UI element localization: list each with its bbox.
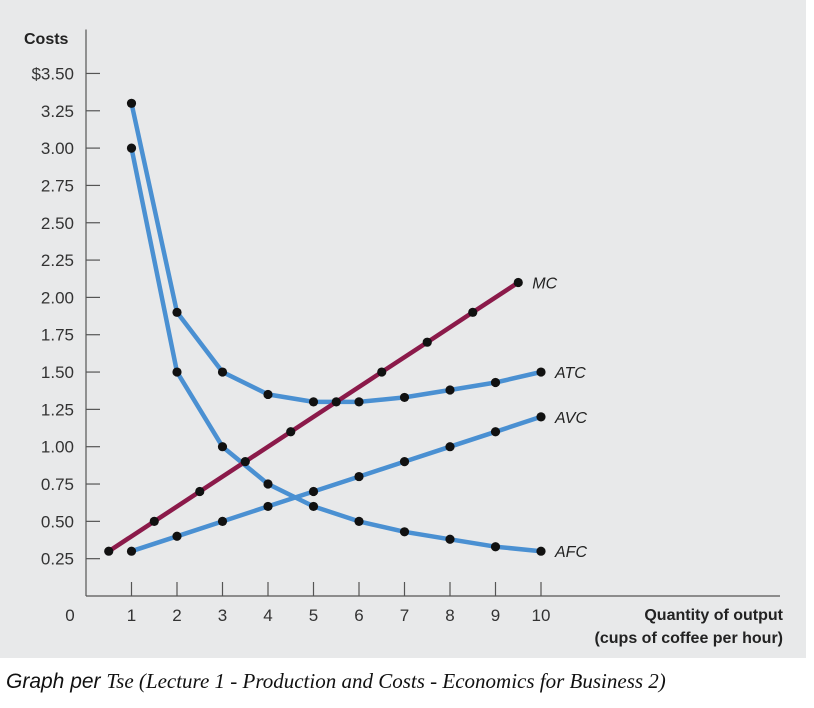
avc-point bbox=[490, 427, 501, 437]
y-tick-label: 2.25 bbox=[41, 251, 74, 270]
afc-point bbox=[172, 367, 182, 377]
avc-point bbox=[263, 501, 273, 512]
atc-point bbox=[536, 367, 546, 377]
atc-point bbox=[399, 392, 410, 403]
avc-point bbox=[308, 486, 319, 497]
mc-point bbox=[468, 307, 478, 317]
mc-point bbox=[104, 546, 114, 556]
y-tick-label: 1.25 bbox=[41, 400, 74, 419]
avc-point bbox=[126, 546, 137, 556]
afc-point bbox=[263, 479, 273, 489]
afc-line bbox=[129, 145, 544, 554]
x-axis-title: Quantity of output bbox=[644, 607, 783, 624]
mc-curve-label: MC bbox=[532, 275, 557, 292]
atc-point bbox=[308, 397, 319, 407]
mc-point bbox=[195, 486, 205, 497]
avc-point bbox=[172, 531, 182, 541]
atc-point bbox=[126, 98, 137, 108]
x-tick-label: 5 bbox=[309, 606, 318, 625]
mc-point bbox=[422, 337, 432, 347]
x-tick-label: 1 bbox=[127, 606, 136, 625]
mc-point bbox=[240, 457, 250, 467]
caption-lead: Graph per bbox=[6, 670, 101, 693]
afc-point bbox=[445, 534, 455, 544]
x-tick-label: 7 bbox=[400, 606, 409, 625]
avc-point bbox=[536, 412, 546, 422]
y-tick-label: 2.00 bbox=[41, 288, 74, 307]
atc-curve-label: ATC bbox=[554, 365, 586, 382]
y-axis-title: Costs bbox=[24, 31, 69, 48]
atc-point bbox=[217, 367, 228, 377]
afc-point bbox=[217, 442, 228, 452]
y-tick-label: 0.50 bbox=[41, 512, 74, 531]
x-tick-label: 8 bbox=[445, 606, 454, 625]
x-tick-label: 2 bbox=[172, 606, 181, 625]
avc-curve-label: AVC bbox=[554, 410, 587, 427]
mc-point bbox=[149, 516, 159, 526]
y-tick-label: 3.25 bbox=[41, 102, 74, 121]
afc-point bbox=[490, 542, 501, 552]
afc-point bbox=[126, 143, 137, 153]
avc-line bbox=[129, 414, 544, 554]
figure-caption: Graph per Tse (Lecture 1 - Production an… bbox=[6, 669, 666, 694]
avc-point bbox=[399, 457, 410, 467]
x-origin-label: 0 bbox=[65, 606, 74, 625]
avc-point bbox=[354, 471, 364, 482]
mc-point bbox=[286, 427, 296, 437]
axis-labels: Costs Quantity of output (cups of coffee… bbox=[24, 31, 784, 647]
y-tick-label: 0.75 bbox=[41, 475, 74, 494]
y-tick-label: $3.50 bbox=[31, 64, 74, 83]
series: AFC ATC AVC MC bbox=[104, 98, 587, 561]
chart-panel: Costs Quantity of output (cups of coffee… bbox=[0, 0, 806, 658]
afc-curve-label: AFC bbox=[554, 544, 587, 561]
y-tick-label: 2.50 bbox=[41, 214, 74, 233]
atc-point bbox=[172, 307, 182, 317]
mc-point bbox=[513, 277, 523, 288]
atc-line bbox=[129, 101, 544, 405]
y-tick-label: 1.00 bbox=[41, 438, 74, 457]
x-tick-label: 10 bbox=[532, 606, 551, 625]
afc-point bbox=[354, 516, 364, 526]
avc-point bbox=[217, 516, 228, 526]
x-tick-label: 6 bbox=[354, 606, 363, 625]
y-tick-label: 0.25 bbox=[41, 550, 74, 569]
mc-point bbox=[331, 397, 341, 407]
afc-point bbox=[308, 501, 319, 512]
cost-curves-chart: Costs Quantity of output (cups of coffee… bbox=[24, 29, 784, 647]
atc-point bbox=[354, 397, 364, 407]
x-tick-label: 4 bbox=[263, 606, 272, 625]
atc-point bbox=[445, 385, 455, 395]
caption-source: Tse (Lecture 1 - Production and Costs - … bbox=[106, 669, 666, 693]
atc-point bbox=[263, 389, 273, 400]
axes bbox=[85, 29, 780, 597]
y-tick-label: 1.50 bbox=[41, 363, 74, 382]
y-tick-label: 2.75 bbox=[41, 176, 74, 195]
x-tick-label: 3 bbox=[218, 606, 227, 625]
x-axis-subtitle: (cups of coffee per hour) bbox=[595, 630, 783, 647]
tick-labels: 0.25 0.50 0.75 1.00 1.25 1.50 1.75 2.00 2.25 2.50… bbox=[31, 64, 550, 625]
y-tick-label: 3.00 bbox=[41, 139, 74, 158]
afc-point bbox=[536, 546, 546, 556]
mc-line bbox=[106, 280, 521, 554]
avc-point bbox=[445, 442, 455, 452]
afc-point bbox=[399, 527, 410, 537]
mc-point bbox=[377, 367, 387, 377]
y-tick-label: 1.75 bbox=[41, 326, 74, 345]
atc-point bbox=[490, 377, 501, 388]
x-tick-label: 9 bbox=[491, 606, 500, 625]
